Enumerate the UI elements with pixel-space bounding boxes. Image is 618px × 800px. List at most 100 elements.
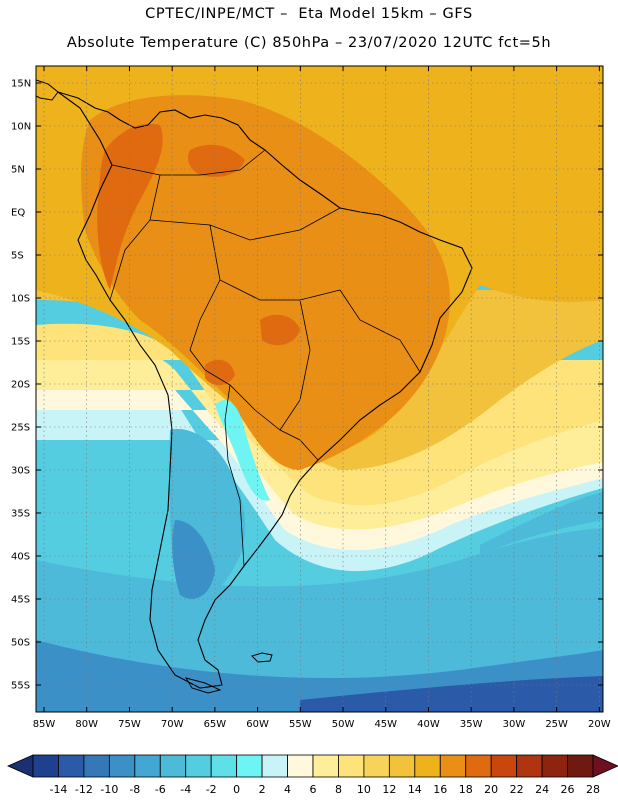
lat-label: 5N [11,165,25,176]
lon-label: 30W [503,719,526,730]
band-22-brazil [260,314,300,346]
lat-label: 5S [11,251,24,262]
colorbar-label: -10 [100,783,118,796]
lat-label: 45S [11,595,30,606]
lon-label: 80W [75,719,98,730]
colorbar-label: 20 [484,783,498,796]
colorbar-label: 8 [335,783,342,796]
band-cold-south [36,528,603,712]
lat-label-bg [10,379,32,391]
axis-ticks [36,66,603,712]
colorbar-swatch [490,754,518,778]
lat-label-bg [10,293,32,305]
colorbar-swatch [185,754,212,778]
colorbar-swatch [465,754,492,778]
longitude-labels: 85W 80W 75W 70W 65W 60W 55W 50W 45W 40W 35W 30W 25W 2… [33,719,611,730]
colorbar-label: 24 [535,783,549,796]
lon-label: 45W [374,719,397,730]
band-22-chaco [205,359,235,386]
colorbar-label: 16 [433,783,447,796]
lat-label-bg [10,637,32,649]
lon-label: 70W [161,719,184,730]
colorbar-swatch [134,754,161,778]
colorbar-swatch [159,754,187,778]
colorbar-label: 10 [357,783,371,796]
colorbar-swatch [83,754,110,778]
colorbar-swatch [236,754,263,778]
colorbar-labels: -14 -12 -10 -8 -6 -4 -2 0 2 4 6 8 10 12 14 16 18 20 22 24 26… [49,783,600,796]
colorbar-label: 26 [561,783,575,796]
lon-label: 85W [33,719,56,730]
lon-label: 25W [545,719,568,730]
lon-label: 65W [204,719,227,730]
colorbar-swatch [541,754,568,778]
lat-label: 35S [11,509,30,520]
lat-label: 40S [11,552,30,563]
colorbar-high-arrow [592,754,618,778]
lon-label: 75W [118,719,141,730]
lon-label: 60W [246,719,269,730]
lon-label: 20W [588,719,611,730]
south-america-coastline [57,91,473,689]
lon-label: 35W [460,719,483,730]
colorbar-label: -4 [180,783,191,796]
country-borders [109,149,421,567]
lat-label: 15S [11,337,30,348]
lat-label: 20S [11,380,30,391]
colorbar-swatch [363,754,390,778]
lat-label-bg [10,508,32,520]
colorbar-label: 14 [408,783,422,796]
colorbar-swatch [312,754,339,778]
colorbar-swatch [108,754,136,778]
colorbar-swatch [567,754,594,778]
map-field [36,66,603,712]
lat-label-bg [10,336,32,348]
lat-label-bg [10,465,32,477]
colorbar-swatch [58,754,85,778]
lat-label-bg [10,551,32,563]
colorbar-swatch [261,754,288,778]
lat-label-bg [10,250,25,262]
colorbar-label: -6 [155,783,166,796]
colorbar-swatch [287,754,314,778]
lat-label-bg [10,121,33,133]
colorbar-label: 0 [233,783,240,796]
graticule [36,66,603,712]
colorbar-label: 2 [259,783,266,796]
title-line-2: Absolute Temperature (C) 850hPa – 23/07/… [66,35,552,51]
colorbar-label: 22 [510,783,524,796]
colorbar-label: 18 [459,783,473,796]
colorbar-swatch [388,754,416,778]
lon-label: 55W [289,719,312,730]
colorbar-swatch [414,754,441,778]
band-cold-patagonia-2 [172,520,215,599]
title-line-1: CPTEC/INPE/MCT – Eta Model 15km – GFS [145,6,473,22]
lat-label: 25S [11,423,30,434]
lon-label: 50W [332,719,355,730]
colorbar-label: 12 [382,783,396,796]
colorbar-swatch [338,754,365,778]
lat-label-bg [10,78,33,90]
band-20 [81,95,451,471]
colorbar-label: -12 [75,783,93,796]
colorbar-swatch [516,754,543,778]
lat-label: 10S [11,294,30,305]
central-america-coastline [36,79,59,101]
lon-label: 40W [417,719,440,730]
lat-label: 15N [11,79,31,90]
lat-label-bg [10,680,32,692]
colorbar-label: 4 [284,783,291,796]
lat-label-bg [10,594,32,606]
colorbar-swatch [32,754,59,778]
lat-label: 30S [11,466,30,477]
lat-label: 10N [11,122,31,133]
lat-label: EQ [11,208,25,219]
lat-label: 55S [11,681,30,692]
colorbar [7,754,618,778]
colorbar-swatch [210,754,238,778]
falkland-islands [251,652,273,663]
colorbar-low-arrow [7,754,34,778]
lat-label-bg [10,164,26,176]
map-frame [35,65,604,713]
